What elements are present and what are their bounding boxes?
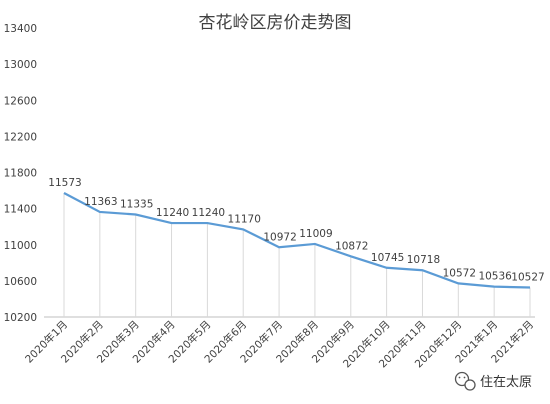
watermark: 住在太原: [454, 371, 532, 391]
wechat-icon: [454, 371, 476, 391]
y-tick-label: 11400: [4, 204, 37, 216]
x-axis: 2020年1月2020年2月2020年3月2020年4月2020年5月2020年…: [22, 318, 536, 370]
y-tick-label: 10200: [4, 312, 37, 324]
data-label: 11363: [84, 196, 117, 208]
watermark-text: 住在太原: [480, 375, 532, 390]
data-label: 10536: [478, 271, 512, 283]
data-label: 11240: [192, 207, 225, 219]
series-line: [63, 192, 531, 289]
data-label: 10745: [371, 252, 404, 264]
data-label: 10872: [335, 240, 368, 252]
y-tick-label: 10600: [4, 276, 37, 288]
grid-lines: [44, 193, 535, 318]
data-label: 11240: [156, 207, 189, 219]
y-tick-label: 12200: [4, 131, 37, 143]
y-tick-label: 13000: [4, 59, 37, 71]
data-label: 11573: [48, 177, 81, 189]
data-label: 11170: [228, 213, 261, 225]
data-label: 10572: [443, 267, 476, 279]
data-label: 10718: [407, 254, 440, 266]
y-tick-label: 11000: [4, 240, 37, 252]
data-label: 11335: [120, 198, 153, 210]
y-axis: 10200 10600 11000 11400 11800 12200 12600 13000…: [4, 23, 37, 324]
chart-title: 杏花岭区房价走势图: [199, 13, 352, 33]
data-label: 10972: [263, 231, 296, 243]
y-tick-label: 13400: [4, 23, 37, 35]
y-tick-label: 12600: [4, 95, 37, 107]
data-label: 11009: [299, 228, 332, 240]
y-tick-label: 11800: [4, 168, 37, 180]
data-label: 10527: [511, 271, 544, 283]
